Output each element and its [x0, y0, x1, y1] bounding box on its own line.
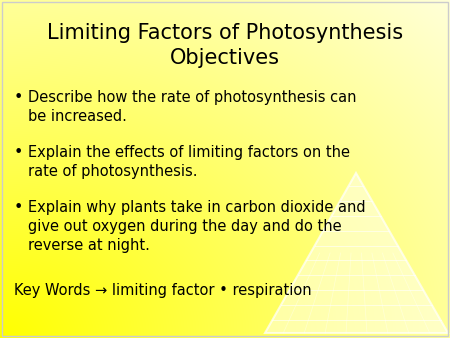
Text: Explain the effects of limiting factors on the
rate of photosynthesis.: Explain the effects of limiting factors … [28, 145, 350, 179]
Text: •: • [14, 90, 23, 105]
Text: •: • [14, 145, 23, 160]
Text: Limiting Factors of Photosynthesis
Objectives: Limiting Factors of Photosynthesis Objec… [47, 23, 403, 68]
Polygon shape [265, 173, 448, 333]
Text: •: • [14, 200, 23, 215]
Text: Key Words → limiting factor • respiration: Key Words → limiting factor • respiratio… [14, 283, 311, 298]
Text: Describe how the rate of photosynthesis can
be increased.: Describe how the rate of photosynthesis … [28, 90, 356, 124]
Text: Explain why plants take in carbon dioxide and
give out oxygen during the day and: Explain why plants take in carbon dioxid… [28, 200, 365, 254]
